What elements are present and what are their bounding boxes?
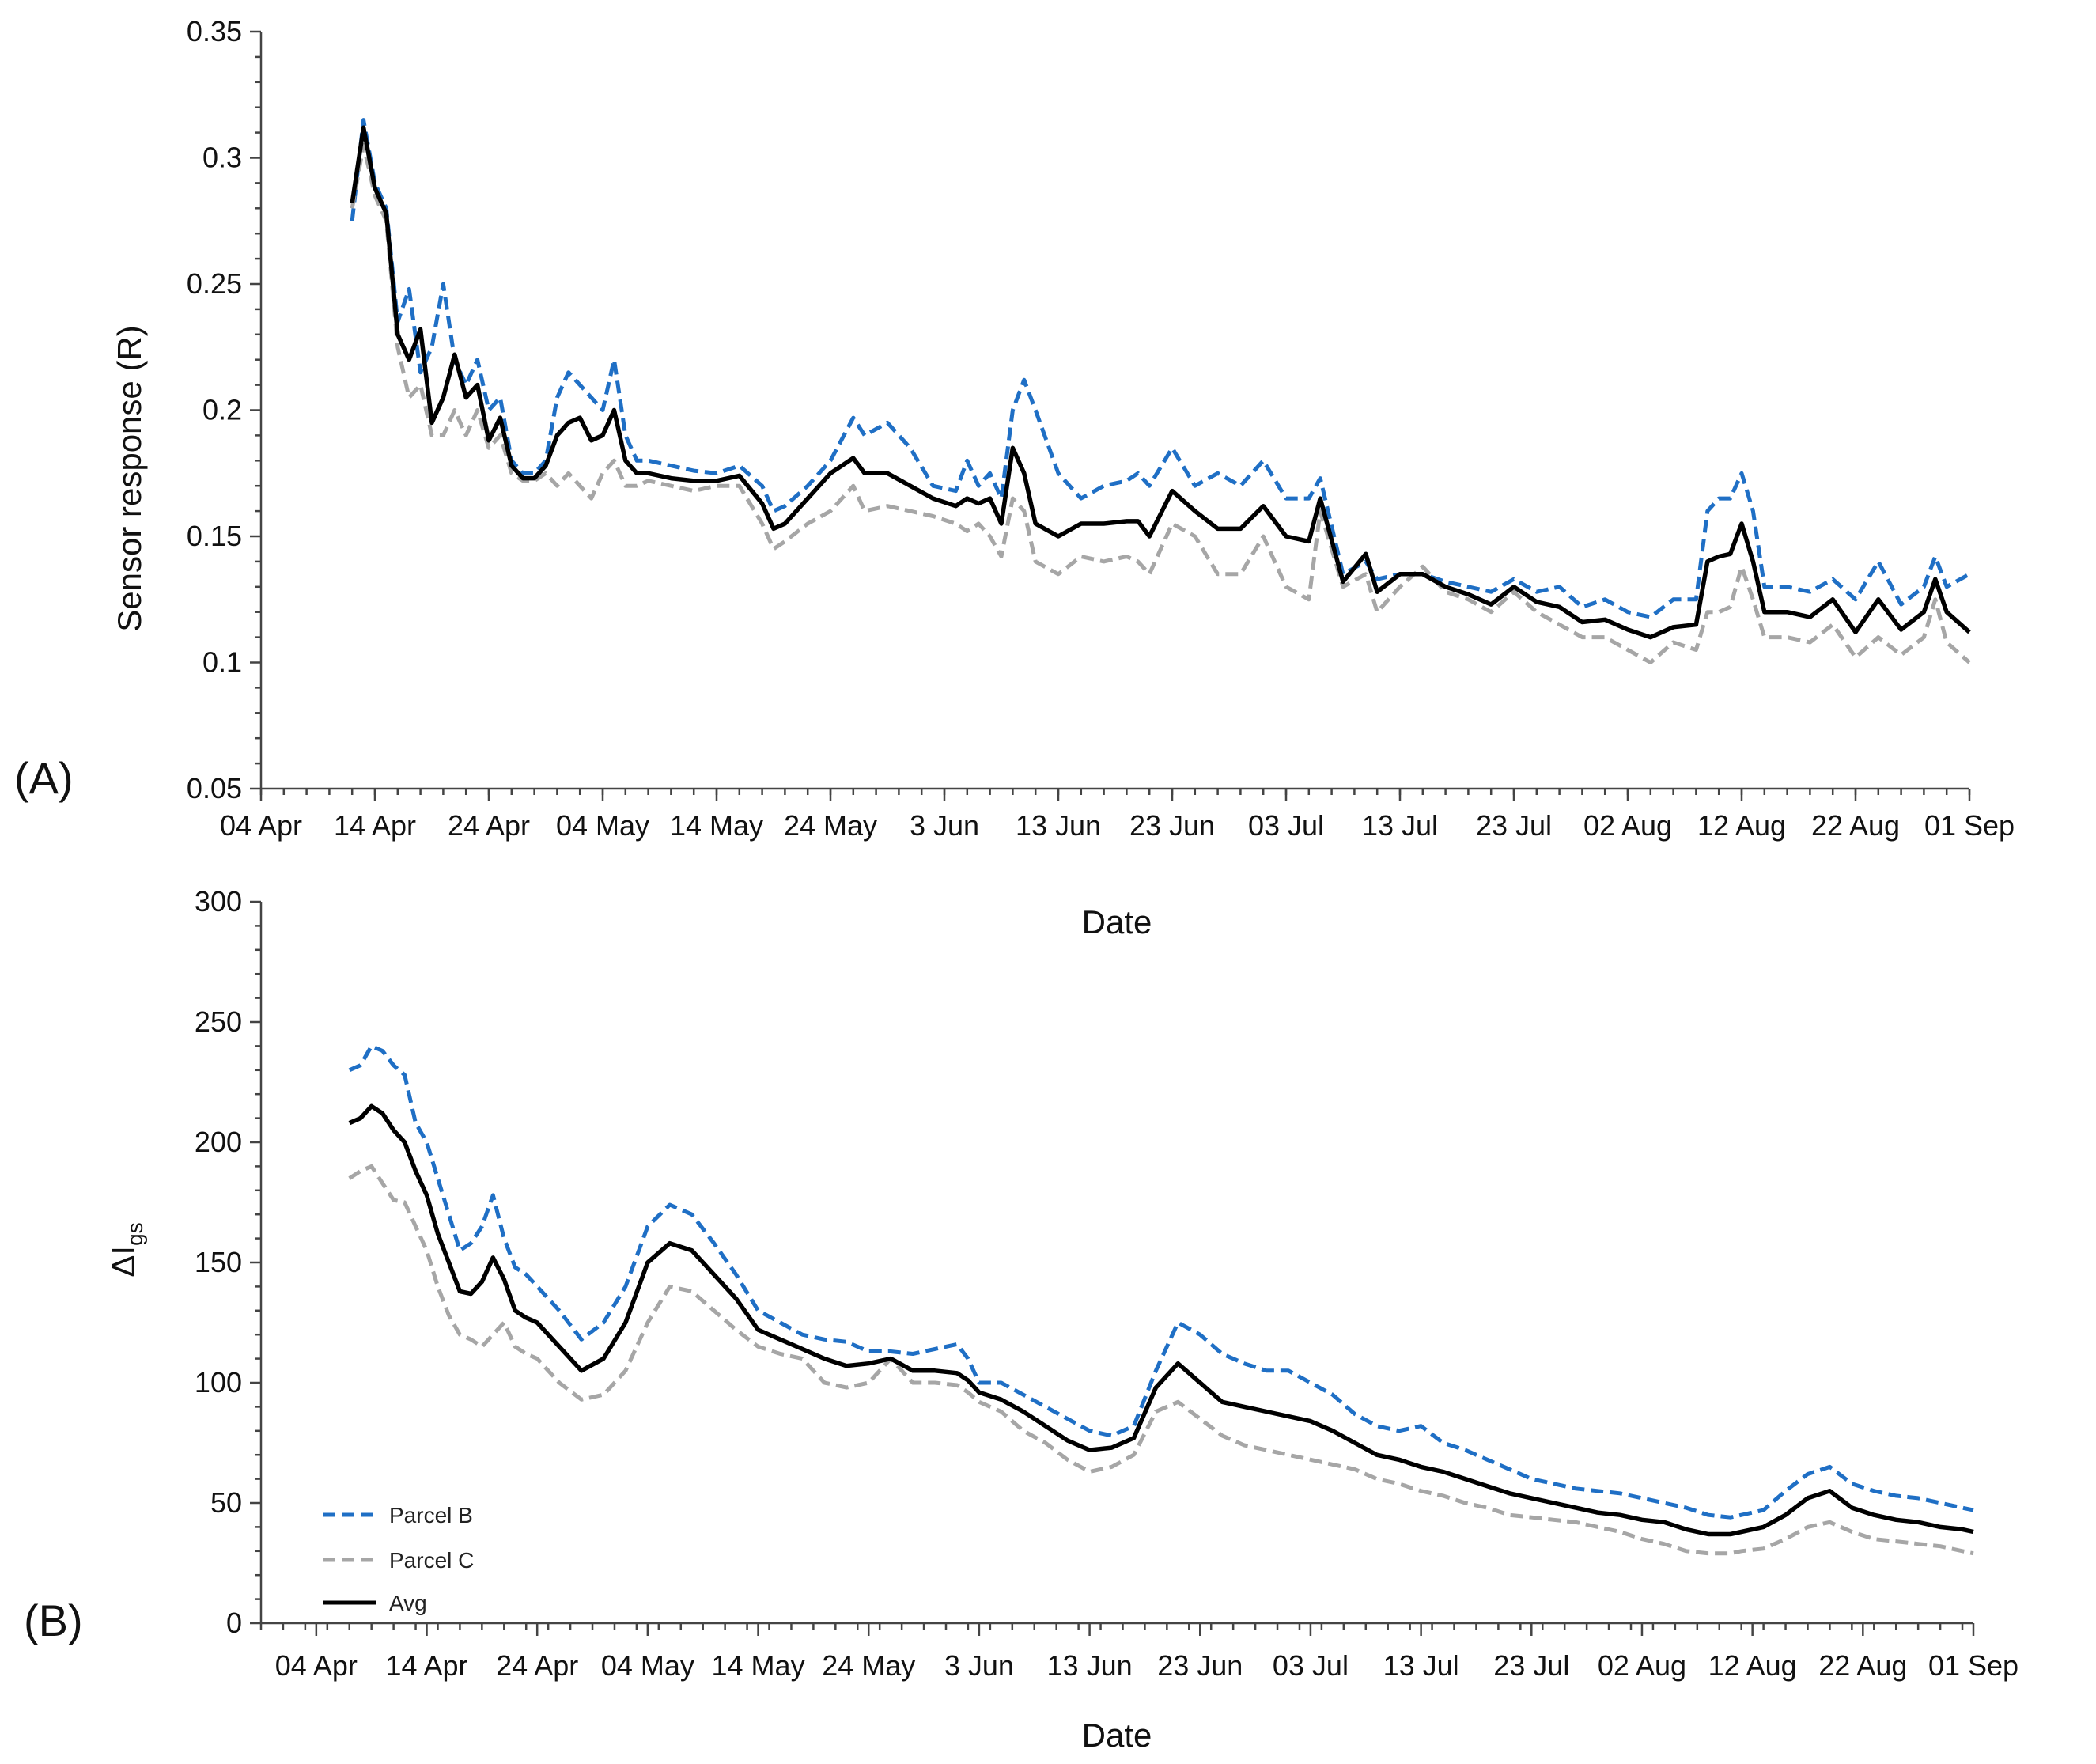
panel-b-y-tick-label: 150: [195, 1246, 242, 1278]
panel-b-x-tick-label: 24 May: [822, 1649, 915, 1682]
panel-a-x-tick-label: 02 Aug: [1583, 809, 1672, 842]
panel-a-x-tick-label: 13 Jul: [1362, 809, 1438, 842]
panel-a-y-axis-title: Sensor response (R): [111, 325, 148, 632]
panel-b-y-axis-title-sub: gs: [123, 1222, 147, 1246]
panel-b-x-tick-label: 03 Jul: [1273, 1649, 1349, 1682]
panel-a-tick-labels: 0.05 0.1 0.15 0.2 0.25 0.3 0.35 04 Apr 14 Apr 24 …: [187, 15, 2015, 842]
panel-b-x-tick-label: 04 Apr: [275, 1649, 358, 1682]
panel-b-y-axis-title-main: ΔI: [104, 1246, 142, 1278]
panel-a-y-tick-label: 0.35: [187, 15, 242, 47]
panel-a-y-tick-label: 0.2: [202, 394, 242, 426]
panel-b-y-tick-label: 200: [195, 1126, 242, 1158]
panel-b-x-axis-title: Date: [1082, 1717, 1152, 1754]
panel-a-axes: [250, 30, 1971, 801]
panel-a-x-tick-label: 04 May: [556, 809, 649, 842]
panel-a-y-tick-label: 0.1: [202, 646, 242, 679]
panel-b-x-tick-label: 23 Jul: [1493, 1649, 1569, 1682]
panel-a-y-tick-label: 0.25: [187, 267, 242, 300]
panel-b-x-tick-label: 14 Apr: [385, 1649, 467, 1682]
panel-b-x-tick-label: 24 Apr: [496, 1649, 578, 1682]
legend: Parcel B Parcel C Avg: [323, 1503, 474, 1615]
panel-b-tick-labels: 0 50 100 150 200 250 300 04 Apr 14 Apr 24 Apr 04 M…: [195, 885, 2018, 1682]
panel-b-x-tick-label: 22 Aug: [1818, 1649, 1907, 1682]
panel-a-series-parcel-c: [350, 143, 1971, 664]
panel-b-series-avg: [348, 1103, 1974, 1537]
legend-label-parcel-c: Parcel C: [389, 1548, 474, 1573]
panel-b-x-tick-label: 04 May: [601, 1649, 694, 1682]
panel-b-series: [348, 1043, 1974, 1556]
panel-a-x-axis-title: Date: [1082, 903, 1152, 941]
panel-b-x-tick-label: 23 Jun: [1157, 1649, 1243, 1682]
panel-b-x-tick-label: 12 Aug: [1708, 1649, 1797, 1682]
panel-a-y-tick-label: 0.3: [202, 142, 242, 174]
panel-b-axes: [250, 900, 1975, 1636]
panel-a-x-tick-label: 01 Sep: [1924, 809, 2015, 842]
panel-a-x-tick-label: 24 Apr: [448, 809, 530, 842]
panel-b-y-tick-label: 250: [195, 1005, 242, 1038]
panel-b-y-tick-label: 100: [195, 1366, 242, 1399]
panel-b-series-parcel-c: [348, 1164, 1974, 1556]
panel-a-x-tick-label: 14 May: [670, 809, 763, 842]
panel-b-y-tick-label: 0: [226, 1607, 242, 1639]
panel-b-x-tick-label: 13 Jun: [1047, 1649, 1133, 1682]
panel-a-x-tick-label: 14 Apr: [334, 809, 416, 842]
panel-a-series: [350, 118, 1971, 664]
panel-b-x-tick-label: 3 Jun: [944, 1649, 1014, 1682]
panel-b-y-axis-title: ΔIgs: [104, 1222, 147, 1277]
panel-b-y-tick-label: 50: [210, 1486, 242, 1519]
panel-a-series-parcel-b: [350, 118, 1971, 619]
panel-a-x-tick-label: 23 Jul: [1476, 809, 1552, 842]
panel-b-series-parcel-b: [348, 1043, 1974, 1520]
panel-a-x-tick-label: 23 Jun: [1129, 809, 1215, 842]
panel-a-label: (A): [14, 753, 74, 803]
legend-entry-parcel-b: Parcel B: [323, 1503, 473, 1527]
panel-a-x-tick-label: 04 Apr: [220, 809, 302, 842]
panel-a-series-avg: [350, 125, 1971, 640]
panel-a-x-tick-label: 12 Aug: [1697, 809, 1786, 842]
panel-b-y-tick-label: 300: [195, 885, 242, 918]
panel-a-chart: 0.05 0.1 0.15 0.2 0.25 0.3 0.35 04 Apr 14 Apr 24 …: [14, 15, 2015, 941]
panel-b-x-tick-label: 13 Jul: [1383, 1649, 1459, 1682]
legend-entry-parcel-c: Parcel C: [323, 1548, 474, 1573]
panel-a-x-tick-label: 03 Jul: [1248, 809, 1324, 842]
panel-a-x-tick-label: 3 Jun: [910, 809, 979, 842]
panel-b-chart: 0 50 100 150 200 250 300 04 Apr 14 Apr 24 Apr 04 M…: [24, 885, 2018, 1754]
panel-a-y-tick-label: 0.05: [187, 772, 242, 804]
legend-label-avg: Avg: [389, 1591, 427, 1615]
panel-a-x-tick-label: 13 Jun: [1016, 809, 1101, 842]
panel-b-x-tick-label: 01 Sep: [1928, 1649, 2018, 1682]
panel-b-x-tick-label: 02 Aug: [1598, 1649, 1686, 1682]
panel-a-x-tick-label: 24 May: [784, 809, 877, 842]
panel-a-y-tick-label: 0.15: [187, 520, 242, 552]
legend-label-parcel-b: Parcel B: [389, 1503, 473, 1527]
panel-b-x-tick-label: 14 May: [712, 1649, 805, 1682]
panel-a-x-tick-label: 22 Aug: [1811, 809, 1900, 842]
legend-entry-avg: Avg: [323, 1591, 427, 1615]
panel-b-label: (B): [24, 1596, 83, 1645]
